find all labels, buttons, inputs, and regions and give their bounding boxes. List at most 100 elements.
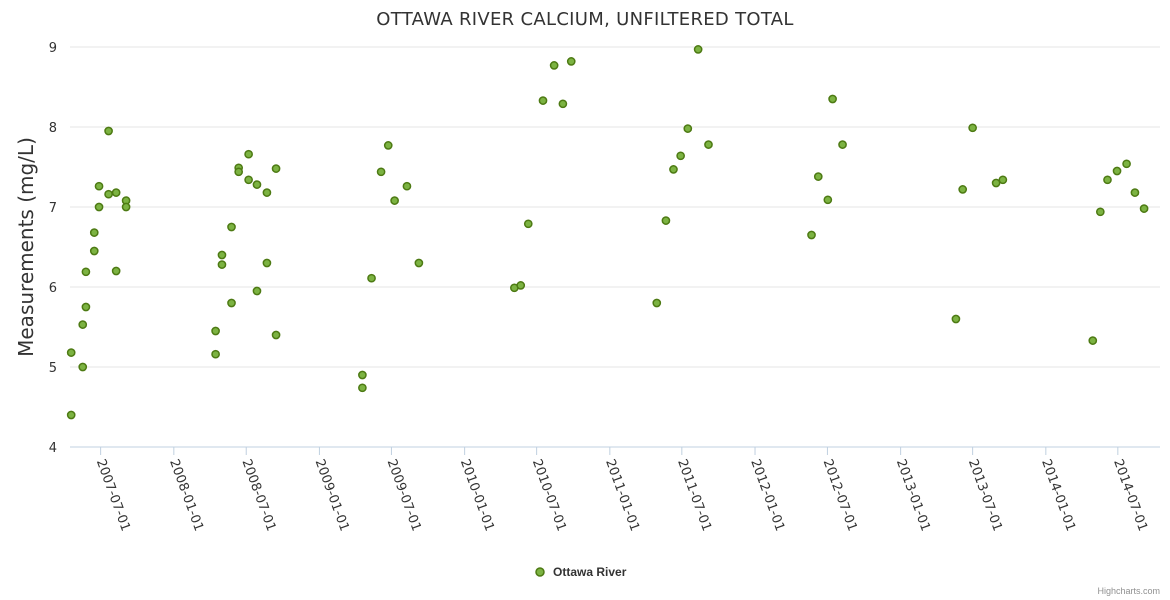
data-point[interactable]	[661, 216, 671, 225]
data-point[interactable]	[78, 320, 88, 329]
x-tick-label: 2009-07-01	[384, 457, 424, 533]
x-tick-label: 2011-01-01	[602, 457, 642, 533]
data-point[interactable]	[94, 181, 104, 191]
data-point[interactable]	[683, 124, 693, 133]
y-tick-label: 8	[49, 121, 57, 136]
data-point[interactable]	[244, 149, 253, 159]
x-tick-label: 2009-01-01	[312, 457, 352, 533]
data-point[interactable]	[414, 258, 424, 268]
x-axis-labels: 2007-07-01 2008-01-01 2008-07-01 2009-01-01…	[93, 447, 1150, 533]
y-tick-label: 5	[49, 361, 57, 376]
data-point[interactable]	[66, 410, 76, 420]
data-point[interactable]	[358, 383, 367, 393]
data-point[interactable]	[1139, 204, 1149, 213]
data-point[interactable]	[558, 99, 568, 109]
data-point[interactable]	[823, 195, 833, 205]
data-point[interactable]	[94, 202, 104, 212]
data-point[interactable]	[676, 151, 685, 161]
data-point[interactable]	[1130, 188, 1140, 197]
data-point[interactable]	[227, 298, 236, 308]
data-point[interactable]	[104, 189, 113, 199]
y-axis-labels: 4 5 6 7 8 9	[49, 41, 57, 456]
data-point[interactable]	[367, 273, 376, 283]
chart-title: OTTAWA RIVER CALCIUM, UNFILTERED TOTAL	[376, 9, 793, 30]
x-tick-label: 2014-07-01	[1110, 457, 1150, 533]
data-point[interactable]	[838, 140, 847, 149]
data-point[interactable]	[211, 349, 220, 359]
data-point[interactable]	[828, 94, 837, 104]
y-tick-label: 9	[49, 41, 57, 56]
x-tick-label: 2008-07-01	[238, 457, 278, 533]
data-point[interactable]	[121, 202, 131, 212]
data-point[interactable]	[968, 123, 977, 133]
data-point[interactable]	[958, 185, 968, 194]
data-point[interactable]	[358, 370, 367, 380]
x-tick-label: 2014-01-01	[1038, 457, 1078, 533]
data-point[interactable]	[217, 260, 227, 269]
x-tick-label: 2010-01-01	[457, 457, 497, 533]
data-point[interactable]	[252, 286, 262, 296]
credits-link[interactable]: Highcharts.com	[1097, 586, 1160, 596]
data-point[interactable]	[81, 267, 91, 277]
data-point[interactable]	[271, 330, 281, 340]
data-point[interactable]	[813, 172, 823, 181]
legend-marker[interactable]	[535, 567, 545, 577]
series-ottawa-river[interactable]	[66, 45, 1149, 420]
data-point[interactable]	[244, 175, 253, 185]
data-point[interactable]	[1122, 159, 1131, 169]
data-point[interactable]	[516, 281, 526, 290]
data-point[interactable]	[807, 230, 816, 240]
data-point[interactable]	[376, 167, 386, 177]
x-tick-label: 2012-07-01	[820, 457, 860, 533]
y-tick-label: 6	[49, 281, 57, 296]
data-point[interactable]	[227, 222, 236, 232]
data-point[interactable]	[1095, 207, 1105, 217]
data-point[interactable]	[89, 228, 99, 237]
data-point[interactable]	[89, 246, 99, 256]
x-tick-label: 2010-07-01	[529, 457, 569, 533]
x-tick-label: 2007-07-01	[93, 457, 133, 533]
x-tick-label: 2013-07-01	[965, 457, 1005, 533]
data-point[interactable]	[704, 140, 713, 149]
data-point[interactable]	[991, 178, 1001, 188]
data-point[interactable]	[652, 298, 662, 308]
gridlines	[70, 46, 1160, 368]
x-tick-label: 2012-01-01	[747, 457, 787, 533]
data-point[interactable]	[217, 250, 227, 260]
data-point[interactable]	[566, 57, 576, 66]
data-point[interactable]	[252, 180, 262, 189]
data-point[interactable]	[262, 258, 272, 268]
data-point[interactable]	[211, 326, 220, 336]
data-point[interactable]	[111, 266, 121, 276]
data-point[interactable]	[951, 314, 961, 324]
y-axis-title: Measurements (mg/L)	[14, 137, 38, 357]
data-point[interactable]	[234, 167, 244, 177]
data-point[interactable]	[669, 165, 678, 174]
data-point[interactable]	[78, 362, 88, 372]
x-tick-label: 2013-01-01	[893, 457, 933, 533]
data-point[interactable]	[1103, 175, 1112, 185]
legend-item-ottawa-river[interactable]: Ottawa River	[553, 565, 627, 579]
x-tick-label: 2011-07-01	[674, 457, 714, 533]
data-point[interactable]	[402, 181, 412, 191]
data-point[interactable]	[104, 126, 113, 136]
y-tick-label: 4	[49, 441, 57, 456]
data-point[interactable]	[383, 141, 393, 150]
data-point[interactable]	[523, 219, 533, 229]
data-point[interactable]	[549, 61, 559, 70]
y-tick-label: 7	[49, 201, 57, 216]
data-point[interactable]	[538, 96, 548, 105]
data-point[interactable]	[111, 188, 121, 197]
data-point[interactable]	[81, 302, 91, 312]
legend[interactable]: Ottawa River	[535, 565, 627, 579]
data-point[interactable]	[66, 348, 76, 357]
data-point[interactable]	[262, 188, 272, 197]
data-point[interactable]	[1112, 166, 1122, 176]
data-point[interactable]	[1088, 336, 1098, 345]
data-point[interactable]	[693, 45, 703, 54]
data-point[interactable]	[271, 164, 281, 173]
data-point[interactable]	[998, 175, 1008, 185]
data-point[interactable]	[390, 196, 399, 205]
x-tick-label: 2008-01-01	[166, 457, 206, 533]
